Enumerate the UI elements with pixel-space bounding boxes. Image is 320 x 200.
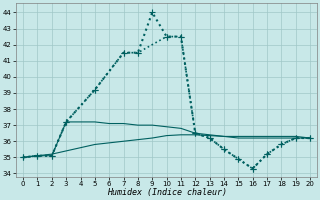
X-axis label: Humidex (Indice chaleur): Humidex (Indice chaleur): [107, 188, 227, 197]
